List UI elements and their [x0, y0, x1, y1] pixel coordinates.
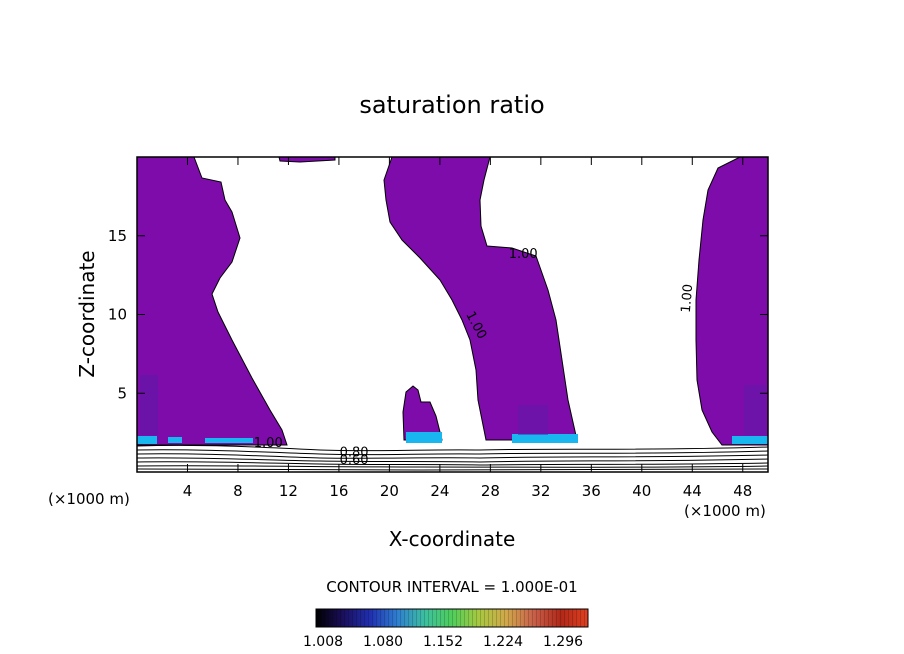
x-tick-label: 36 [582, 482, 601, 500]
region-right [695, 157, 768, 446]
colorbar-tick-label: 1.224 [483, 634, 523, 650]
y-axis-ticks: 5 10 15 [108, 227, 768, 402]
colorbar-tick-label: 1.296 [543, 634, 583, 650]
colorbar-labels: 1.008 1.080 1.152 1.224 1.296 [303, 634, 583, 650]
chart-title: saturation ratio [359, 91, 544, 119]
x-unit-right: (×1000 m) [684, 502, 766, 520]
region-top-small [278, 157, 336, 163]
region-middle [383, 157, 578, 441]
y-tick-label: 5 [117, 384, 127, 402]
contour-label: 1.00 [254, 436, 283, 451]
x-axis-ticks: 4 8 12 16 20 24 28 32 36 40 44 48 [183, 157, 752, 500]
x-unit-left: (×1000 m) [48, 490, 130, 508]
x-tick-label: 24 [430, 482, 449, 500]
colorbar-tick-label: 1.080 [363, 634, 403, 650]
colorbar-hatch [316, 609, 588, 627]
y-axis-label: Z-coordinate [75, 250, 99, 377]
y-tick-label: 10 [108, 306, 127, 324]
x-tick-label: 28 [481, 482, 500, 500]
x-tick-label: 8 [233, 482, 243, 500]
region-small-column [402, 385, 443, 441]
x-tick-label: 48 [733, 482, 752, 500]
x-tick-label: 16 [329, 482, 348, 500]
x-axis-label: X-coordinate [389, 527, 516, 551]
x-tick-label: 40 [632, 482, 651, 500]
colorbar-tick-label: 1.008 [303, 634, 343, 650]
contour-label: 1.00 [679, 283, 696, 313]
colorbar-tick-label: 1.152 [423, 634, 463, 650]
x-tick-label: 20 [380, 482, 399, 500]
contour-label: 0.80 [340, 445, 369, 460]
x-tick-label: 44 [683, 482, 702, 500]
colorbar [315, 608, 589, 628]
region-left [137, 157, 288, 446]
x-tick-label: 4 [183, 482, 193, 500]
contour-label: 0.60 [340, 453, 369, 468]
contour-label: 1.00 [509, 247, 538, 262]
contour-interval: CONTOUR INTERVAL = 1.000E-01 [326, 578, 577, 596]
y-tick-label: 15 [108, 227, 127, 245]
x-tick-label: 12 [279, 482, 298, 500]
near-surface-peaks [137, 375, 768, 444]
colorbar-frame [315, 608, 589, 628]
lower-contours [137, 444, 768, 471]
x-tick-label: 32 [531, 482, 550, 500]
